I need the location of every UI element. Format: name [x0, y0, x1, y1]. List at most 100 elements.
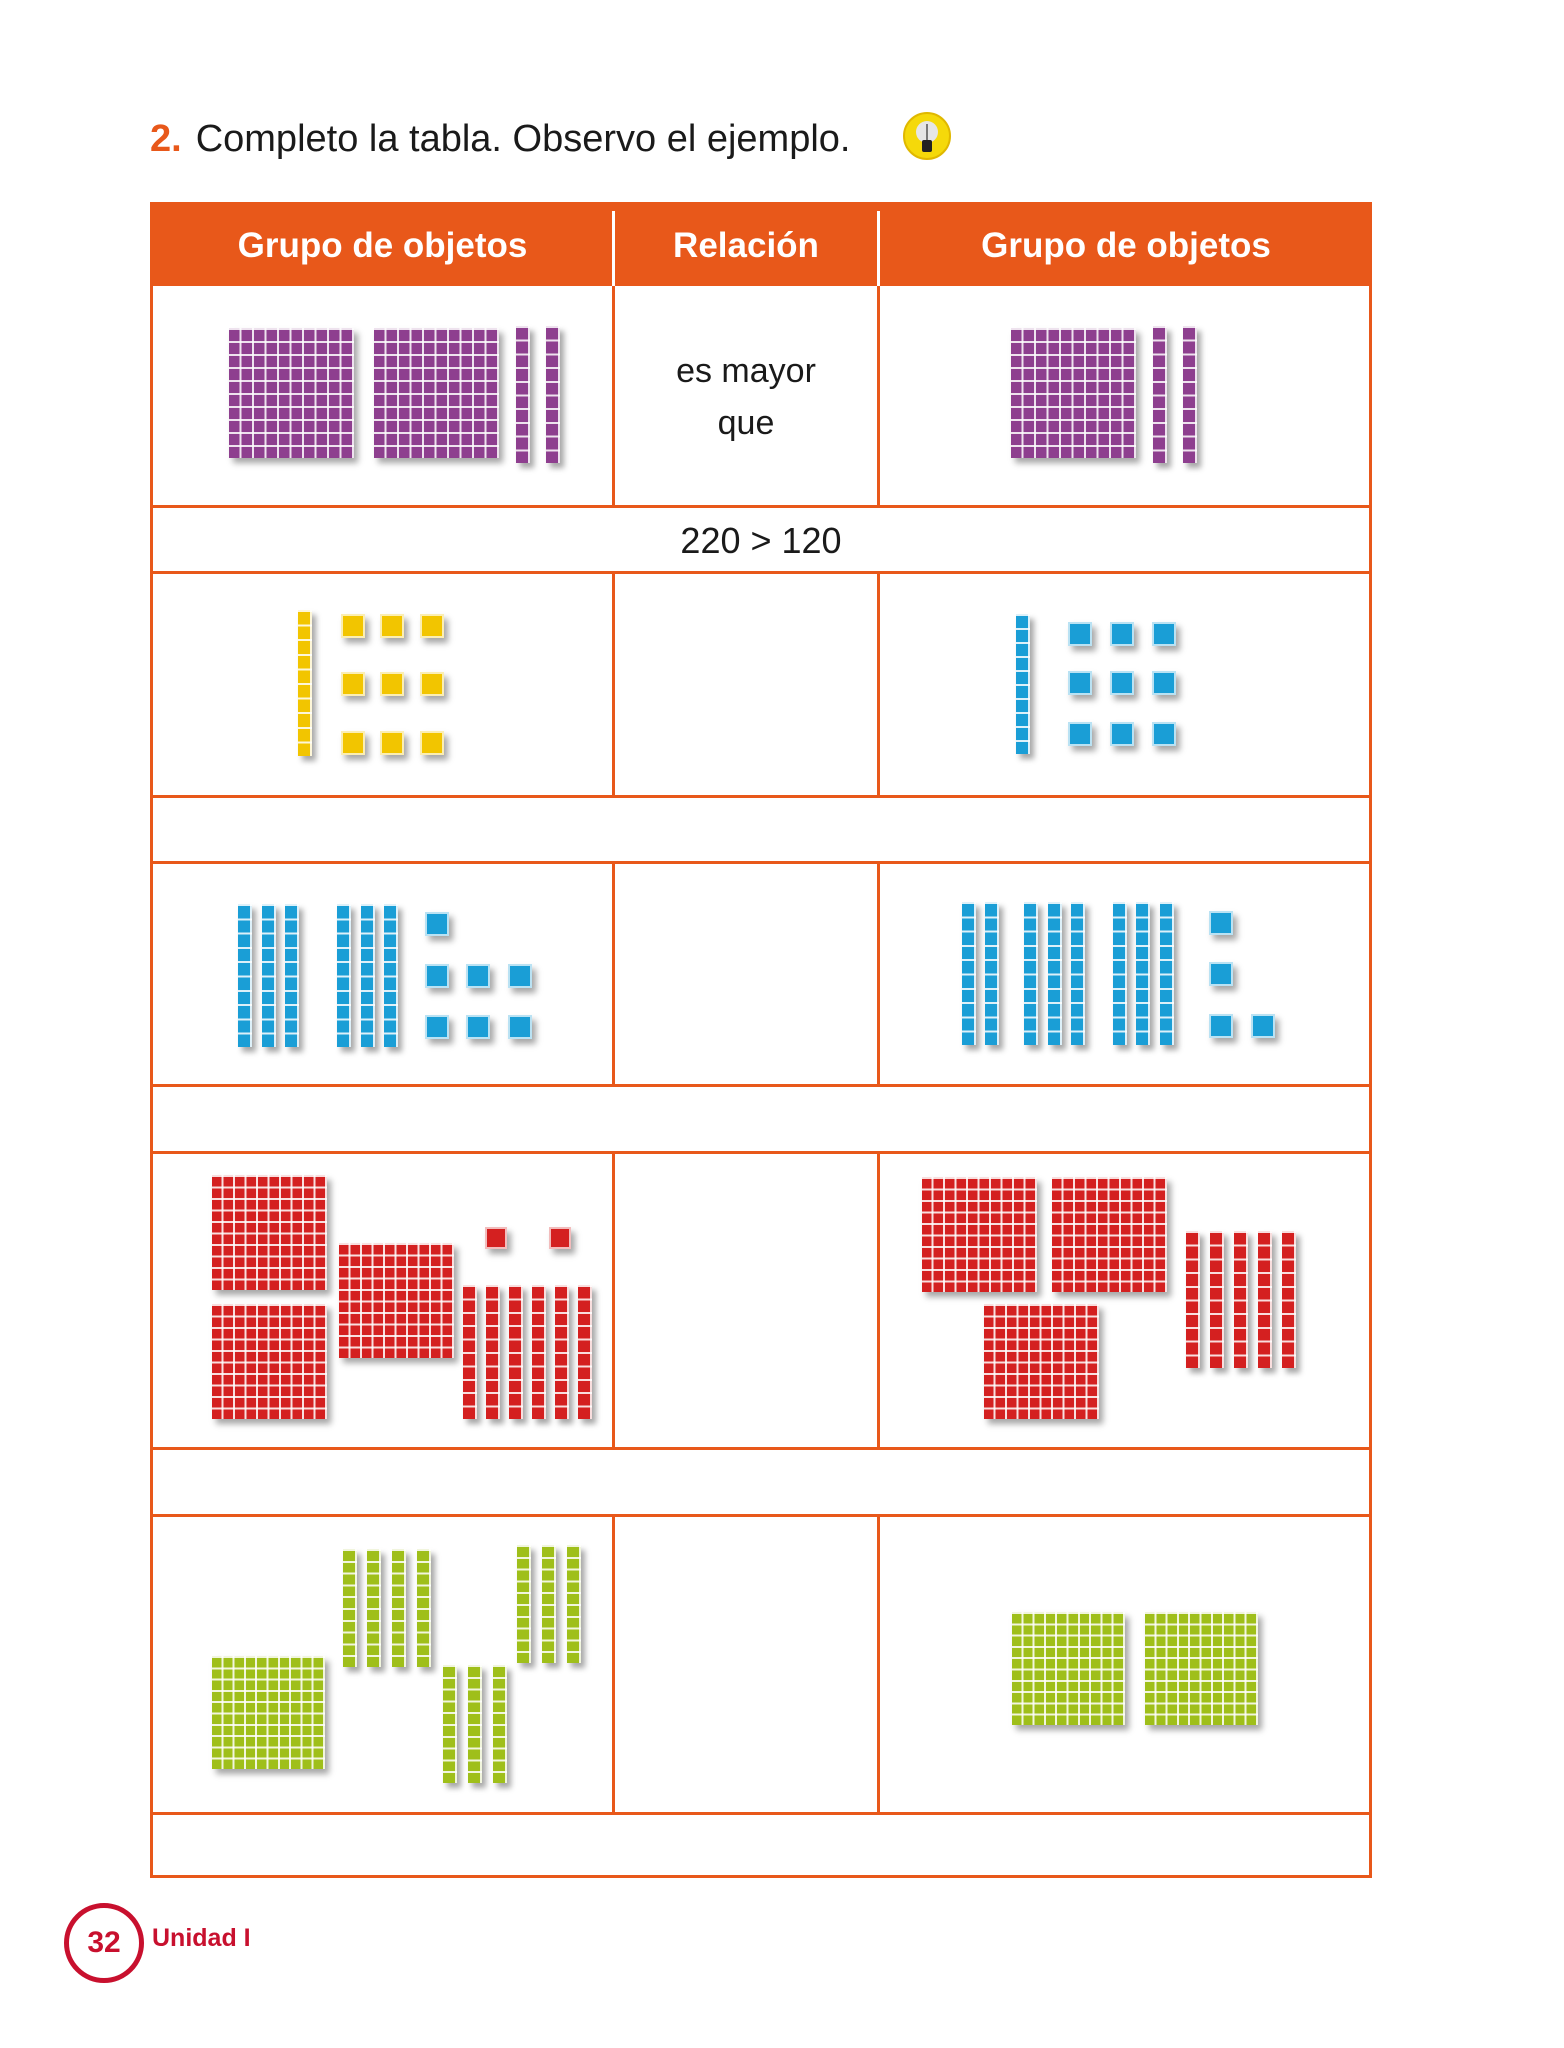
header-right-group: Grupo de objetos: [981, 225, 1271, 265]
unit-cube: [508, 964, 532, 988]
expression-cell[interactable]: [153, 1814, 1369, 1881]
unit-cube: [380, 731, 404, 755]
unit-cube: [341, 614, 365, 638]
hundred-block: [1011, 328, 1136, 458]
expression-cell[interactable]: [153, 797, 1369, 864]
ten-rod: [392, 1549, 406, 1667]
hundred-block: [212, 1175, 327, 1290]
unit-cube: [341, 672, 365, 696]
row-divider: [153, 1151, 1369, 1154]
unit-cube: [420, 731, 444, 755]
unit-cube: [420, 614, 444, 638]
ten-rod: [1183, 326, 1197, 463]
ten-rod: [532, 1285, 546, 1419]
row-divider: [153, 1812, 1369, 1815]
relation-cell: [615, 1154, 877, 1449]
row-divider: [153, 1084, 1369, 1087]
unit-cube: [380, 672, 404, 696]
hundred-block: [1012, 1612, 1125, 1725]
ten-rod: [567, 1545, 581, 1663]
row-divider: [153, 1514, 1369, 1517]
comparison-table: Grupo de objetos Relación Grupo de objet…: [150, 202, 1372, 1878]
unit-cube: [1209, 1014, 1233, 1038]
ten-rod: [1016, 614, 1030, 754]
expression-cell[interactable]: 220 > 120: [680, 519, 842, 561]
ten-rod: [985, 902, 999, 1045]
relation-cell: [615, 574, 877, 797]
ten-rod: [1071, 902, 1085, 1045]
ten-rod: [509, 1285, 523, 1419]
relation-text: es mayor que: [676, 345, 816, 449]
unit-cube: [549, 1227, 571, 1249]
ten-rod: [516, 326, 530, 463]
relation-line: es mayor: [676, 351, 816, 390]
unit-cube: [466, 964, 490, 988]
hundred-block: [1052, 1177, 1167, 1292]
unit-cube: [1209, 962, 1233, 986]
column-divider: [877, 1517, 880, 1814]
page-number: 32: [87, 1926, 121, 1959]
column-divider: [612, 286, 615, 507]
hundred-block: [229, 328, 354, 458]
ten-rod: [542, 1545, 556, 1663]
column-divider: [612, 864, 615, 1086]
unit-cube: [341, 731, 365, 755]
ten-rod: [1024, 902, 1038, 1045]
relation-cell: [615, 1517, 877, 1814]
ten-rod: [1113, 902, 1127, 1045]
unit-cube: [1110, 671, 1134, 695]
ten-rod: [1234, 1231, 1248, 1368]
ten-rod: [1048, 902, 1062, 1045]
unit-cube: [1152, 622, 1176, 646]
ten-rod: [298, 610, 312, 756]
ten-rod: [417, 1549, 431, 1667]
header-divider: [877, 211, 880, 286]
hundred-block: [212, 1304, 327, 1419]
expression-cell[interactable]: [153, 1086, 1369, 1154]
ten-rod: [1153, 326, 1167, 463]
ten-rod: [238, 904, 252, 1047]
column-divider: [877, 286, 880, 507]
column-divider: [612, 1517, 615, 1814]
row-divider: [153, 795, 1369, 798]
hundred-block: [922, 1177, 1037, 1292]
unit-cube: [420, 672, 444, 696]
ten-rod: [486, 1285, 500, 1419]
unit-cube: [1068, 671, 1092, 695]
unit-cube: [485, 1227, 507, 1249]
ten-rod: [546, 326, 560, 463]
ten-rod: [285, 904, 299, 1047]
unit-cube: [425, 964, 449, 988]
hundred-block: [374, 328, 499, 458]
ten-rod: [367, 1549, 381, 1667]
row-divider: [153, 571, 1369, 574]
unit-cube: [1152, 671, 1176, 695]
relation-line: que: [717, 403, 775, 442]
table-header: Grupo de objetos Relación Grupo de objet…: [153, 205, 1369, 286]
column-divider: [877, 1154, 880, 1449]
ten-rod: [1136, 902, 1150, 1045]
ten-rod: [384, 904, 398, 1047]
column-divider: [877, 574, 880, 797]
header-left-group: Grupo de objetos: [237, 225, 528, 265]
instruction: 2. Completo la tabla. Observo el ejemplo.: [150, 118, 850, 161]
row-divider: [153, 505, 1369, 508]
unit-cube: [1068, 722, 1092, 746]
row-divider: [153, 861, 1369, 864]
unit-cube: [1152, 722, 1176, 746]
hundred-block: [984, 1304, 1099, 1419]
ten-rod: [555, 1285, 569, 1419]
ten-rod: [468, 1665, 482, 1783]
unit-cube: [425, 912, 449, 936]
ten-rod: [262, 904, 276, 1047]
unit-cube: [1110, 722, 1134, 746]
relation-cell: es mayor que: [615, 286, 877, 507]
ten-rod: [361, 904, 375, 1047]
ten-rod: [578, 1285, 592, 1419]
ten-rod: [1258, 1231, 1272, 1368]
ten-rod: [337, 904, 351, 1047]
column-divider: [612, 574, 615, 797]
expression-cell[interactable]: [153, 1449, 1369, 1517]
unit-cube: [1251, 1014, 1275, 1038]
unit-cube: [1068, 622, 1092, 646]
